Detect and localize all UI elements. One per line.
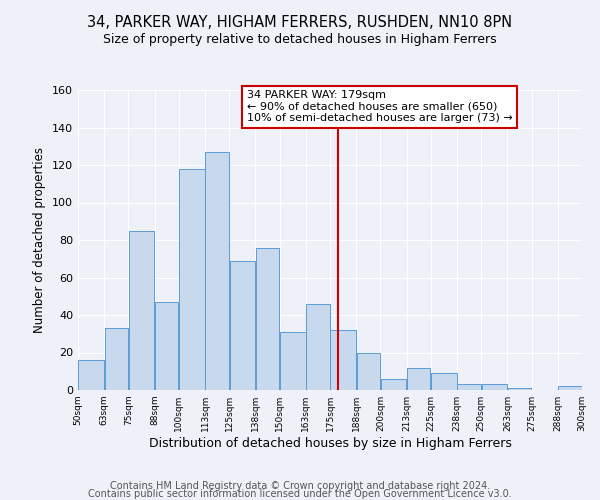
Bar bbox=[457, 384, 481, 390]
Bar bbox=[280, 332, 305, 390]
Bar bbox=[104, 328, 128, 390]
Bar bbox=[407, 368, 430, 390]
Bar bbox=[558, 386, 581, 390]
Bar bbox=[356, 352, 380, 390]
Text: Contains HM Land Registry data © Crown copyright and database right 2024.: Contains HM Land Registry data © Crown c… bbox=[110, 481, 490, 491]
Text: Size of property relative to detached houses in Higham Ferrers: Size of property relative to detached ho… bbox=[103, 32, 497, 46]
Bar bbox=[129, 230, 154, 390]
Bar bbox=[331, 330, 356, 390]
Bar bbox=[256, 248, 279, 390]
Bar bbox=[230, 260, 255, 390]
Text: Contains public sector information licensed under the Open Government Licence v3: Contains public sector information licen… bbox=[88, 489, 512, 499]
Bar bbox=[508, 388, 531, 390]
X-axis label: Distribution of detached houses by size in Higham Ferrers: Distribution of detached houses by size … bbox=[149, 437, 511, 450]
Bar bbox=[155, 302, 178, 390]
Bar bbox=[79, 360, 104, 390]
Text: 34, PARKER WAY, HIGHAM FERRERS, RUSHDEN, NN10 8PN: 34, PARKER WAY, HIGHAM FERRERS, RUSHDEN,… bbox=[88, 15, 512, 30]
Bar bbox=[306, 304, 329, 390]
Bar bbox=[179, 169, 205, 390]
Bar bbox=[482, 384, 507, 390]
Bar bbox=[381, 379, 406, 390]
Text: 34 PARKER WAY: 179sqm
← 90% of detached houses are smaller (650)
10% of semi-det: 34 PARKER WAY: 179sqm ← 90% of detached … bbox=[247, 90, 512, 123]
Bar bbox=[431, 373, 457, 390]
Y-axis label: Number of detached properties: Number of detached properties bbox=[34, 147, 46, 333]
Bar bbox=[205, 152, 229, 390]
